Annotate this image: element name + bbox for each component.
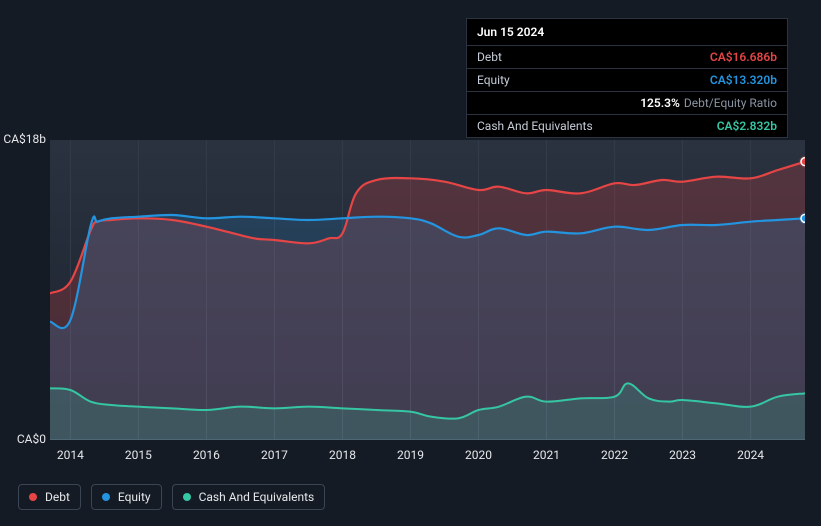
tooltip-row: 125.3%Debt/Equity Ratio	[467, 92, 787, 115]
x-tick-label: 2018	[322, 448, 362, 462]
tooltip-key: Debt	[477, 50, 502, 64]
tooltip-value: CA$16.686b	[710, 50, 777, 64]
y-tick-label: CA$18b	[0, 132, 46, 146]
legend-swatch	[183, 493, 191, 501]
x-tick-label: 2020	[459, 448, 499, 462]
chart-legend: Debt Equity Cash And Equivalents	[18, 484, 325, 510]
tooltip-row: Debt CA$16.686b	[467, 46, 787, 69]
chart-tooltip: Jun 15 2024 Debt CA$16.686b Equity CA$13.32…	[466, 18, 788, 138]
tooltip-value: 125.3%Debt/Equity Ratio	[640, 96, 777, 110]
legend-item-debt[interactable]: Debt	[18, 484, 81, 510]
hover-marker-debt	[801, 158, 805, 166]
legend-swatch	[29, 493, 37, 501]
x-tick-label: 2019	[390, 448, 430, 462]
tooltip-key: Cash And Equivalents	[477, 119, 593, 133]
x-tick-label: 2022	[595, 448, 635, 462]
tooltip-row: Equity CA$13.320b	[467, 69, 787, 92]
legend-item-equity[interactable]: Equity	[91, 484, 162, 510]
x-tick-label: 2024	[731, 448, 771, 462]
legend-label: Debt	[45, 490, 70, 504]
tooltip-key: Equity	[477, 73, 510, 87]
legend-swatch	[102, 493, 110, 501]
tooltip-value: CA$2.832b	[717, 119, 777, 133]
hover-marker-equity	[801, 214, 805, 222]
x-tick-label: 2016	[186, 448, 226, 462]
y-tick-label: CA$0	[0, 432, 46, 446]
x-tick-label: 2023	[663, 448, 703, 462]
chart-plot-area[interactable]	[50, 140, 805, 440]
legend-item-cash-and-equivalents[interactable]: Cash And Equivalents	[172, 484, 326, 510]
x-tick-label: 2015	[118, 448, 158, 462]
debt-equity-chart: CA$0 CA$18b 2014 2015 2016 2017 2018 2019 2020 2…	[0, 0, 821, 526]
tooltip-date: Jun 15 2024	[467, 19, 787, 46]
x-tick-label: 2014	[50, 448, 90, 462]
legend-label: Cash And Equivalents	[199, 490, 315, 504]
legend-label: Equity	[118, 490, 151, 504]
tooltip-value: CA$13.320b	[710, 73, 777, 87]
x-tick-label: 2017	[254, 448, 294, 462]
x-tick-label: 2021	[527, 448, 567, 462]
tooltip-row: Cash And Equivalents CA$2.832b	[467, 115, 787, 137]
